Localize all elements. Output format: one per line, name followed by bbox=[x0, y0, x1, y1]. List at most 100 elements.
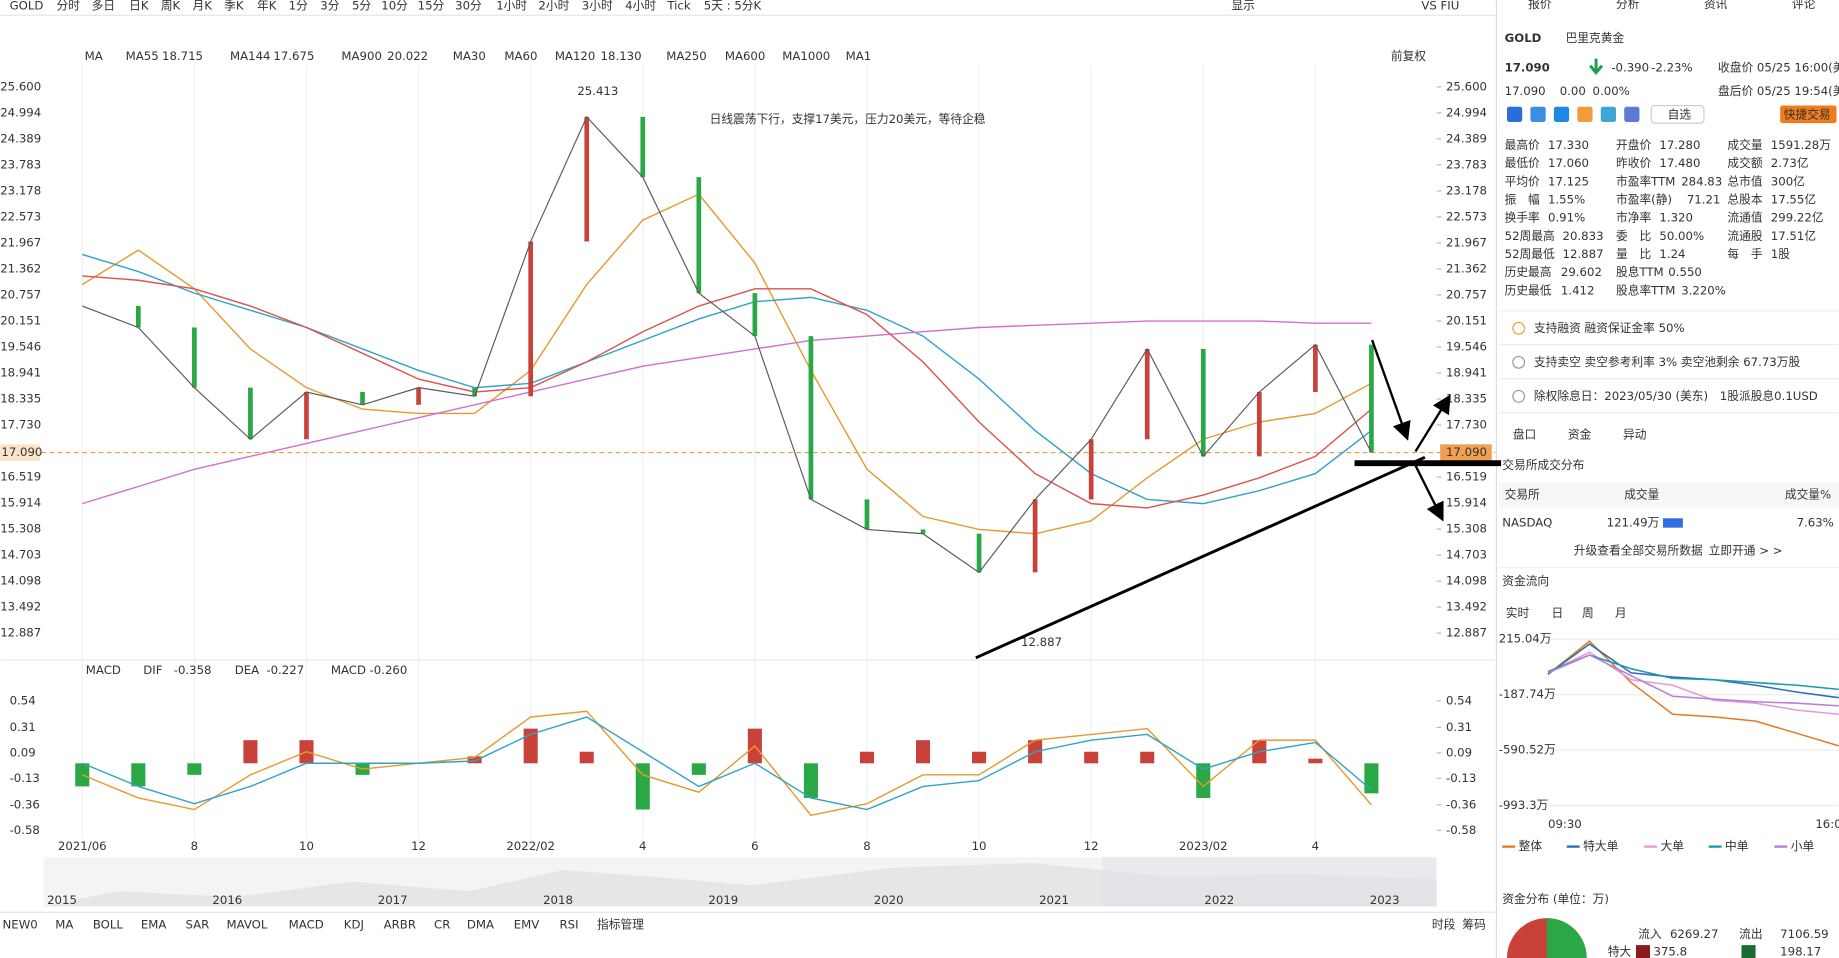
period-tab[interactable]: 2小时 bbox=[538, 0, 569, 12]
stat-value: 2.73亿 bbox=[1771, 156, 1809, 170]
y-tick-label: 24.389 bbox=[1446, 131, 1487, 145]
compare[interactable]: VS FIU bbox=[1421, 0, 1459, 12]
y-tick-label: 18.941 bbox=[0, 365, 41, 379]
period-tab[interactable]: 季K bbox=[224, 0, 244, 12]
x-tick-label: 2022/02 bbox=[506, 839, 555, 853]
legend-inactive[interactable]: MA60 bbox=[504, 49, 537, 63]
period-tab[interactable]: 4小时 bbox=[625, 0, 656, 12]
indicator-tab[interactable]: EMV bbox=[514, 918, 540, 932]
feature-icon[interactable] bbox=[1530, 106, 1546, 122]
legend-inactive[interactable]: MA250 bbox=[666, 49, 706, 63]
period-tab[interactable]: Tick bbox=[666, 0, 690, 12]
indicator-tab[interactable]: DMA bbox=[467, 918, 494, 932]
navigator-window[interactable] bbox=[1102, 857, 1437, 907]
flow-line bbox=[1547, 654, 1839, 691]
indicator-tab[interactable]: SAR bbox=[185, 918, 209, 932]
navigator-year: 2017 bbox=[378, 893, 408, 907]
indicator-tab[interactable]: RSI bbox=[560, 918, 579, 932]
period-tab[interactable]: 15分 bbox=[418, 0, 445, 12]
period-tab[interactable]: 1小时 bbox=[496, 0, 527, 12]
indicator-tab[interactable]: ARBR bbox=[384, 918, 416, 932]
feature-icon[interactable] bbox=[1577, 106, 1593, 122]
watch-label: 自选 bbox=[1668, 107, 1692, 121]
flow-tab[interactable]: 周 bbox=[1582, 606, 1594, 620]
stat-label: 委 比 bbox=[1616, 229, 1651, 243]
indicator-manage[interactable]: 指标管理 bbox=[597, 918, 644, 932]
panel-tab[interactable]: 资讯 bbox=[1704, 0, 1728, 11]
trade-button[interactable] bbox=[1780, 105, 1837, 124]
macd-bar bbox=[635, 763, 650, 810]
table-cell: 7.63% bbox=[1797, 515, 1834, 529]
legend-label[interactable]: 特大单 bbox=[1583, 839, 1618, 853]
legend-inactive[interactable]: MA30 bbox=[453, 49, 486, 63]
down-arrow bbox=[1589, 58, 1604, 75]
pie bbox=[1546, 918, 1587, 958]
panel-tab[interactable]: 评论 bbox=[1792, 0, 1816, 11]
legend-inactive[interactable]: MA600 bbox=[725, 49, 766, 63]
period-tab[interactable]: 10分 bbox=[381, 0, 408, 12]
sub-tab[interactable]: 资金 bbox=[1568, 428, 1592, 442]
session[interactable]: 时段 bbox=[1432, 918, 1456, 932]
feature-icon[interactable] bbox=[1600, 106, 1617, 122]
display-menu[interactable]: 显示 bbox=[1231, 0, 1255, 12]
legend-label[interactable]: 小单 bbox=[1791, 839, 1815, 853]
period-tab[interactable]: 日K bbox=[129, 0, 149, 12]
indicator-tab[interactable]: MA bbox=[55, 918, 73, 932]
period-tab[interactable]: 1分 bbox=[289, 0, 308, 12]
legend-label[interactable]: 中单 bbox=[1725, 839, 1749, 853]
indicator-tab[interactable]: EMA bbox=[141, 918, 167, 932]
y-tick-label: 20.151 bbox=[1446, 313, 1487, 327]
legend-label[interactable]: 整体 bbox=[1519, 839, 1543, 853]
upgrade-link[interactable]: 立即开通 > > bbox=[1709, 544, 1783, 558]
range-select[interactable]: 5天 : 5分K bbox=[704, 0, 762, 12]
feature-icon[interactable] bbox=[1624, 106, 1640, 122]
panel-tab[interactable]: 分析 bbox=[1616, 0, 1640, 11]
chips[interactable]: 筹码 bbox=[1462, 918, 1486, 932]
period-tab[interactable]: 3小时 bbox=[582, 0, 613, 12]
sub-tab[interactable]: 异动 bbox=[1623, 428, 1647, 442]
stat-label: 市盈率TTM bbox=[1616, 174, 1675, 188]
legend-value: -0.260 bbox=[370, 663, 408, 677]
section-title: 交易所成交分布 bbox=[1502, 458, 1584, 472]
legend-name: DIF bbox=[143, 663, 162, 677]
period-tab[interactable]: 3分 bbox=[320, 0, 339, 12]
indicator-tab[interactable]: KDJ bbox=[344, 918, 364, 932]
indicator-tab[interactable]: CR bbox=[434, 918, 450, 932]
change-pct: -2.23% bbox=[1651, 61, 1692, 75]
legend-name: MA55 bbox=[126, 49, 159, 63]
stat-label: 开盘价 bbox=[1616, 138, 1651, 152]
indicator-tab[interactable]: MAVOL bbox=[227, 918, 268, 932]
y-tick-label: 23.178 bbox=[0, 183, 41, 197]
indicator-tab[interactable]: MACD bbox=[289, 918, 324, 932]
stat-label: 每 手 bbox=[1727, 247, 1762, 261]
panel-tab[interactable]: 报价 bbox=[1528, 0, 1552, 11]
feature-icon[interactable] bbox=[1506, 106, 1523, 122]
flow-tab[interactable]: 月 bbox=[1615, 606, 1627, 620]
sub-tab[interactable]: 盘口 bbox=[1513, 428, 1536, 442]
period-tab[interactable]: 年K bbox=[257, 0, 277, 12]
table-cell: 121.49万 bbox=[1607, 515, 1660, 529]
flow-tab[interactable]: 日 bbox=[1552, 606, 1564, 620]
period-tab[interactable]: 分时 bbox=[56, 0, 80, 12]
adjust-menu[interactable]: 前复权 bbox=[1391, 49, 1426, 63]
y-tick-label: 15.914 bbox=[1446, 496, 1487, 510]
watch-button[interactable] bbox=[1650, 104, 1705, 124]
indicator-name[interactable]: MA bbox=[85, 49, 103, 63]
legend-value: 20.022 bbox=[387, 49, 428, 63]
period-tab[interactable]: 30分 bbox=[455, 0, 482, 12]
legend-inactive[interactable]: MA1 bbox=[846, 49, 872, 63]
legend-label[interactable]: 大单 bbox=[1661, 839, 1685, 853]
legend-inactive[interactable]: MA1000 bbox=[782, 49, 830, 63]
period-tab[interactable]: 多日 bbox=[92, 0, 115, 12]
period-tab[interactable]: 5分 bbox=[352, 0, 371, 12]
feature-icon[interactable] bbox=[1553, 106, 1570, 122]
period-tab[interactable]: 周K bbox=[161, 0, 181, 12]
flow-tab[interactable]: 实时 bbox=[1506, 606, 1530, 620]
indicator-tab[interactable]: NEW0 bbox=[3, 918, 38, 932]
legend-name: MA900 bbox=[341, 49, 382, 63]
indicator-tab[interactable]: BOLL bbox=[93, 918, 124, 932]
indicator-name[interactable]: MACD bbox=[86, 663, 121, 677]
legend-name: MA120 bbox=[555, 49, 596, 63]
period-tab[interactable]: 月K bbox=[192, 0, 212, 12]
